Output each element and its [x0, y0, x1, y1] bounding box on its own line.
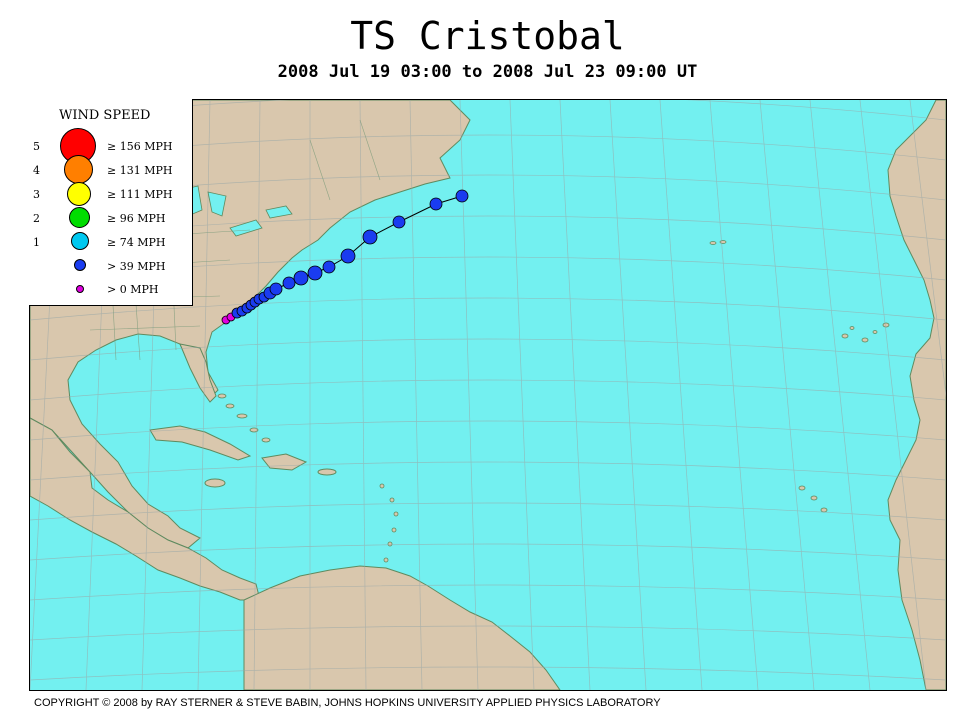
legend-cat-3: 3: [33, 188, 40, 201]
land-lesser-antilles: [379, 483, 399, 563]
copyright-notice: COPYRIGHT © 2008 by RAY STERNER & STEVE …: [34, 697, 661, 709]
legend-circle-cat3: [67, 182, 91, 206]
legend-cat-1: 1: [33, 236, 40, 249]
legend-label-cat4: ≥ 131 MPH: [107, 164, 173, 177]
land-jamaica: [204, 478, 226, 488]
legend-circle-cat4: [64, 155, 93, 184]
land-south-america: [243, 565, 561, 690]
legend-circle-td: [76, 285, 84, 293]
storm-track-point: [269, 282, 283, 296]
land-puerto-rico: [317, 468, 337, 476]
legend-cat-4: 4: [33, 164, 40, 177]
land-atlantic-islands: [709, 240, 890, 513]
storm-track-point: [282, 276, 296, 290]
storm-track-point: [307, 265, 323, 281]
land-bahamas: [217, 393, 271, 443]
legend-title: WIND SPEED: [59, 108, 151, 123]
legend-circle-ts: [74, 259, 86, 271]
legend-cat-2: 2: [33, 212, 40, 225]
map-title: TS Cristobal: [350, 14, 625, 58]
legend-label-cat2: ≥ 96 MPH: [107, 212, 166, 225]
storm-track-point: [322, 260, 336, 274]
legend-cat-5: 5: [33, 140, 40, 153]
storm-track-point: [455, 189, 469, 203]
legend-circle-cat1: [71, 232, 89, 250]
storm-track: [221, 189, 469, 325]
legend-label-cat5: ≥ 156 MPH: [107, 140, 173, 153]
legend-label-td: > 0 MPH: [107, 283, 159, 296]
legend-circle-cat2: [69, 207, 90, 228]
land-central-america: [30, 417, 261, 601]
legend-label-cat3: ≥ 111 MPH: [107, 188, 173, 201]
storm-track-point: [362, 229, 378, 245]
wind-speed-legend: WIND SPEED 5 ≥ 156 MPH 4 ≥ 131 MPH 3 ≥ 1…: [29, 99, 193, 306]
legend-label-ts: > 39 MPH: [107, 260, 166, 273]
storm-track-point: [429, 197, 443, 211]
legend-label-cat1: ≥ 74 MPH: [107, 236, 166, 249]
storm-track-point: [392, 215, 406, 229]
storm-track-point: [340, 248, 356, 264]
storm-track-point: [293, 270, 309, 286]
land-europe-africa: [887, 100, 946, 690]
map-subtitle: 2008 Jul 19 03:00 to 2008 Jul 23 09:00 U…: [277, 62, 698, 82]
